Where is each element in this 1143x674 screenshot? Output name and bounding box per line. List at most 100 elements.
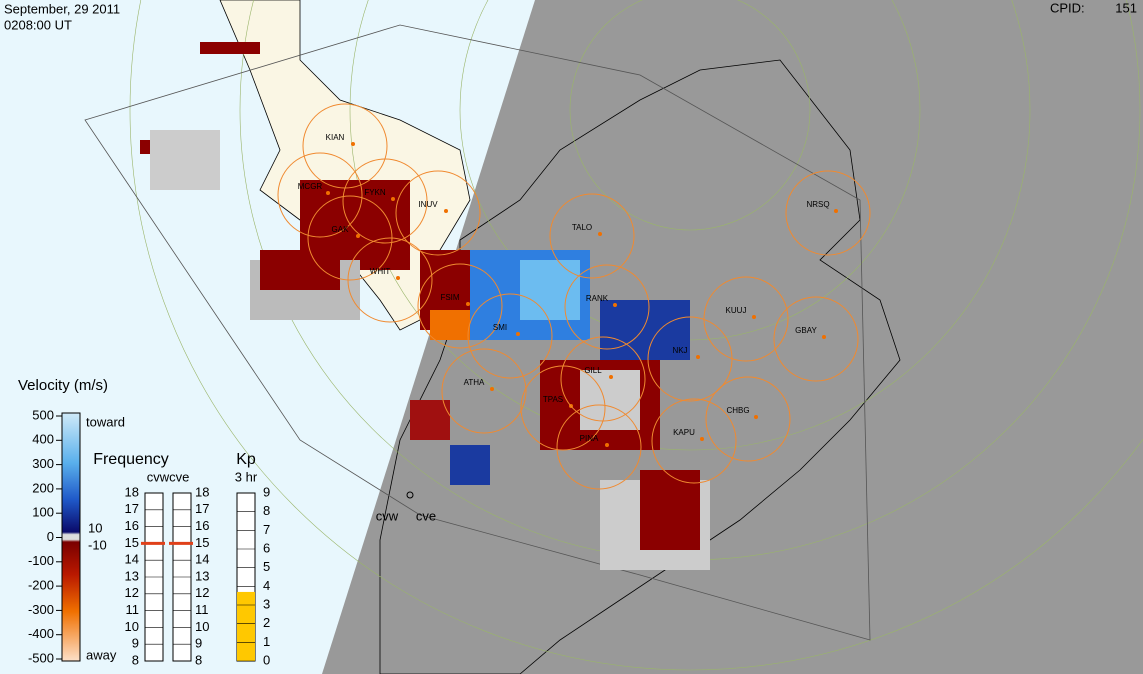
velocity-tick-label: 100 (32, 505, 54, 520)
kp-tick-label: 4 (263, 578, 270, 593)
velocity-tick-label: -200 (28, 578, 54, 593)
kp-tick-label: 1 (263, 634, 270, 649)
frequency-tick-label: 17 (195, 501, 209, 516)
kp-tick-label: 9 (263, 484, 270, 499)
station-circle (564, 264, 650, 350)
frequency-tick-label: 10 (195, 619, 209, 634)
frequency-tick-label: 8 (195, 652, 202, 667)
station-circle (773, 296, 859, 382)
station-circle (395, 170, 481, 256)
station-label: KAPU (673, 428, 695, 437)
station-label: MCGR (298, 182, 323, 191)
station-circle (556, 404, 642, 490)
station-circle (705, 376, 791, 462)
frequency-tick-label: 16 (125, 518, 139, 533)
station-dot (605, 443, 609, 447)
station-label: FYKN (364, 188, 386, 197)
time: 0208:00 UT (4, 17, 72, 32)
station-label: FSIM (440, 293, 459, 302)
frequency-tick-label: 14 (195, 552, 209, 567)
station-dot (391, 197, 395, 201)
station-label: KUUJ (726, 306, 747, 315)
frequency-tick-label: 17 (125, 501, 139, 516)
kp-tick-label: 7 (263, 522, 270, 537)
station-circle (651, 398, 737, 484)
station-label: TPAS (543, 395, 563, 404)
velocity-tick-label: -300 (28, 602, 54, 617)
frequency-tick-label: 13 (195, 568, 209, 583)
station-dot (444, 209, 448, 213)
station-dot (356, 234, 360, 238)
station-label: PINA (580, 434, 599, 443)
station-dot (516, 332, 520, 336)
kp-tick-label: 3 (263, 596, 270, 611)
station-label: KIAN (326, 133, 345, 142)
frequency-title: Frequency (93, 451, 169, 468)
velocity-colorbar (61, 412, 81, 662)
kp-tick-label: 2 (263, 615, 270, 630)
station-circle (342, 158, 428, 244)
station-dot (613, 303, 617, 307)
velocity-tick-label: 0 (47, 529, 54, 544)
radar-label: cve (416, 508, 436, 523)
frequency-tick-label: 11 (126, 602, 140, 617)
station-label: CHBG (726, 406, 749, 415)
frequency-tick-label: 15 (195, 535, 209, 550)
frequency-tick-label: 16 (195, 518, 209, 533)
velocity-tick-label: 400 (32, 432, 54, 447)
station-circle (560, 336, 646, 422)
kp-tick-label: 0 (263, 652, 270, 667)
station-dot (834, 209, 838, 213)
station-circle (417, 263, 503, 349)
frequency-tick-label: 9 (195, 636, 202, 651)
velocity-tick-label: -100 (28, 553, 54, 568)
station-circle (647, 316, 733, 402)
away-label: away (86, 647, 117, 662)
frequency-tick-label: 13 (125, 568, 139, 583)
station-dot (351, 142, 355, 146)
station-circle (549, 193, 635, 279)
velocity-tick-label: -500 (28, 650, 54, 665)
frequency-tick-label: 11 (195, 602, 209, 617)
velocity-tick-label: -400 (28, 626, 54, 641)
frequency-tick-label: 12 (125, 585, 139, 600)
radar-site (406, 491, 414, 499)
frequency-tick-label: 18 (125, 484, 139, 499)
frequency-subtitle: cvwcve (147, 469, 190, 484)
station-label: INUV (418, 200, 438, 209)
frequency-tick-label: 8 (132, 652, 139, 667)
station-label: NKJ (672, 346, 687, 355)
station-dot (754, 415, 758, 419)
frequency-tick-label: 18 (195, 484, 209, 499)
date: September, 29 2011 (4, 1, 120, 16)
station-circle (347, 237, 433, 323)
station-label: GILL (584, 366, 602, 375)
station-dot (822, 335, 826, 339)
station-dot (396, 276, 400, 280)
station-circle (467, 293, 553, 379)
velocity-tick-label: 200 (32, 480, 54, 495)
kp-bar (237, 591, 255, 661)
velocity-inner-tick: 10 (88, 520, 102, 535)
station-label: GBAY (795, 326, 817, 335)
kp-title: Kp (236, 451, 256, 468)
velocity-tick-label: 500 (32, 407, 54, 422)
station-label: TALO (572, 223, 592, 232)
frequency-tick-label: 12 (195, 585, 209, 600)
kp-tick-label: 6 (263, 540, 270, 555)
kp-tick-label: 5 (263, 559, 270, 574)
station-label: ATHA (464, 378, 485, 387)
station-dot (326, 191, 330, 195)
station-dot (466, 302, 470, 306)
station-dot (609, 375, 613, 379)
station-label: WHIT (370, 267, 391, 276)
kp-tick-label: 8 (263, 503, 270, 518)
station-dot (700, 437, 704, 441)
station-dot (696, 355, 700, 359)
fov-outline (84, 24, 871, 641)
station-circle (785, 170, 871, 256)
station-label: RANK (586, 294, 609, 303)
radar-label: cvw (376, 508, 399, 523)
frequency-tick-label: 10 (125, 619, 139, 634)
